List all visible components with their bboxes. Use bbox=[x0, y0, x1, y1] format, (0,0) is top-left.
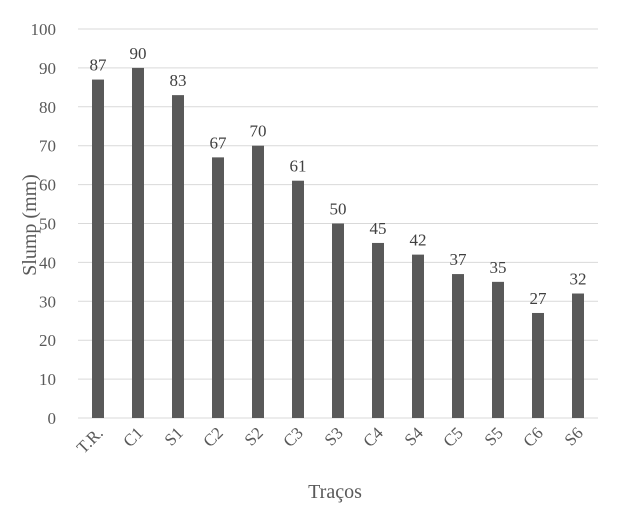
bar bbox=[572, 293, 584, 418]
data-label: 32 bbox=[570, 270, 587, 289]
y-tick-label: 60 bbox=[39, 176, 56, 195]
bar bbox=[492, 281, 504, 418]
y-tick-label: 80 bbox=[39, 98, 56, 117]
y-tick-label: 90 bbox=[39, 59, 56, 78]
data-label: 37 bbox=[450, 250, 468, 269]
x-tick-label: T.R. bbox=[73, 423, 107, 457]
bar bbox=[332, 223, 344, 418]
data-labels: 87 90 83 67 70 61 50 45 42 37 35 27 32 bbox=[90, 44, 587, 308]
data-label: 61 bbox=[290, 157, 307, 176]
x-tick-label: S1 bbox=[161, 423, 187, 449]
x-axis-title: Traços bbox=[308, 481, 362, 503]
data-label: 83 bbox=[170, 71, 187, 90]
data-label: 27 bbox=[530, 289, 548, 308]
x-tick-label: S6 bbox=[561, 423, 587, 449]
data-label: 90 bbox=[130, 44, 147, 63]
x-tick-label: S4 bbox=[401, 423, 427, 449]
data-label: 87 bbox=[90, 56, 108, 75]
data-label: 45 bbox=[370, 219, 387, 238]
y-tick-label: 100 bbox=[31, 20, 57, 39]
bar bbox=[292, 180, 304, 418]
bar bbox=[532, 312, 544, 418]
y-tick-label: 0 bbox=[48, 409, 57, 428]
x-axis-ticks: T.R. C1 S1 C2 S2 C3 S3 C4 S4 C5 S5 C6 S6 bbox=[73, 423, 587, 457]
y-tick-label: 10 bbox=[39, 370, 56, 389]
x-tick-label: S3 bbox=[321, 423, 347, 449]
y-axis-title: Slump (mm) bbox=[19, 174, 41, 276]
x-tick-label: C6 bbox=[519, 423, 546, 450]
bar bbox=[412, 254, 424, 418]
bar bbox=[132, 67, 144, 419]
data-label: 42 bbox=[410, 231, 427, 250]
y-tick-label: 20 bbox=[39, 331, 56, 350]
bar bbox=[252, 145, 264, 418]
y-tick-label: 70 bbox=[39, 137, 56, 156]
y-tick-label: 40 bbox=[39, 253, 56, 272]
data-label: 70 bbox=[250, 122, 267, 141]
y-tick-label: 30 bbox=[39, 292, 56, 311]
x-tick-label: S5 bbox=[481, 423, 507, 449]
x-tick-label: S2 bbox=[241, 423, 267, 449]
x-tick-label: C4 bbox=[359, 423, 387, 451]
y-axis-ticks: 0 10 20 30 40 50 60 70 80 90 100 bbox=[31, 20, 57, 428]
x-tick-label: C3 bbox=[279, 423, 306, 450]
x-tick-label: C1 bbox=[119, 423, 146, 450]
bar bbox=[212, 157, 224, 418]
data-label: 35 bbox=[490, 258, 507, 277]
x-tick-label: C2 bbox=[199, 423, 226, 450]
data-label: 67 bbox=[210, 133, 228, 152]
y-tick-label: 50 bbox=[39, 215, 56, 234]
bars bbox=[92, 67, 584, 419]
bar bbox=[372, 242, 384, 418]
bar bbox=[172, 95, 184, 418]
bar bbox=[92, 79, 104, 418]
data-label: 50 bbox=[330, 200, 347, 219]
x-tick-label: C5 bbox=[439, 423, 466, 450]
bar bbox=[452, 274, 464, 418]
